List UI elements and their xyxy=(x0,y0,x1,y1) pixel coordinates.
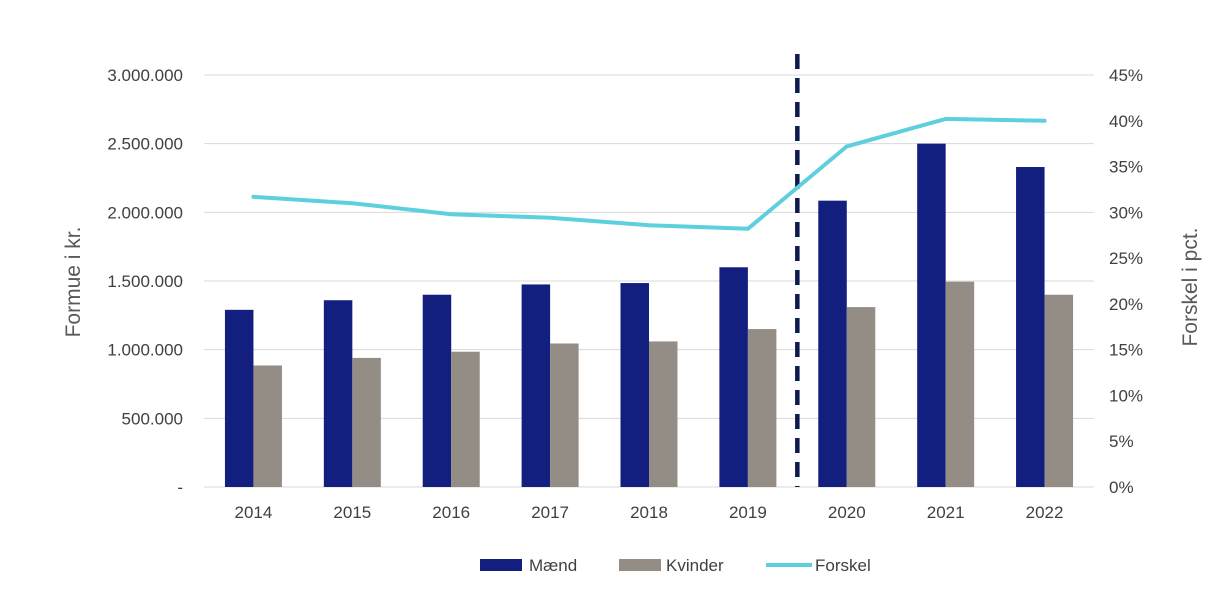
legend-swatch-maend xyxy=(480,559,522,571)
legend-swatch-kvinder xyxy=(619,559,661,571)
y2-tick-label: 5% xyxy=(1109,432,1134,451)
y-axis-title: Formue i kr. xyxy=(62,227,85,338)
legend-label-maend: Mænd xyxy=(529,556,577,575)
bar-maend xyxy=(224,309,254,487)
x-tick-label: 2019 xyxy=(729,503,767,522)
bar-kvinder xyxy=(747,329,777,487)
bar-maend xyxy=(1016,167,1045,487)
bar-kvinder xyxy=(451,351,480,487)
bar-kvinder xyxy=(945,281,975,487)
y2-tick-label: 0% xyxy=(1109,478,1134,497)
bar-kvinder xyxy=(550,343,579,487)
bar-maend xyxy=(719,267,748,487)
y2-tick-label: 10% xyxy=(1109,386,1143,405)
x-tick-label: 2016 xyxy=(432,503,470,522)
line-forskel xyxy=(251,116,1047,231)
bar-maend xyxy=(620,283,649,487)
bar-kvinder xyxy=(846,307,876,487)
x-tick-label: 2017 xyxy=(531,503,569,522)
bars xyxy=(224,143,1074,487)
y2-tick-label: 45% xyxy=(1109,66,1143,85)
left-axis-ticks: - 500.000 1.000.000 1.500.000 2.000.000 2.500… xyxy=(107,66,183,497)
y2-tick-label: 35% xyxy=(1109,158,1143,177)
y2-tick-label: 20% xyxy=(1109,295,1143,314)
x-tick-label: 2020 xyxy=(828,503,866,522)
x-axis-ticks: 2014 2015 2016 2017 2018 2019 2020 2021 2022 xyxy=(235,503,1064,522)
forskel-line xyxy=(251,116,1047,231)
bar-maend xyxy=(818,200,847,487)
y2-tick-label: 25% xyxy=(1109,249,1143,268)
y2-tick-label: 30% xyxy=(1109,203,1143,222)
y-tick-label: 1.000.000 xyxy=(107,341,183,360)
bar-maend xyxy=(521,284,551,487)
x-tick-label: 2014 xyxy=(235,503,273,522)
y2-tick-label: 15% xyxy=(1109,341,1143,360)
y-tick-label: 2.000.000 xyxy=(107,203,183,222)
y-tick-label: 3.000.000 xyxy=(107,66,183,85)
right-axis-ticks: 0% 5% 10% 15% 20% 25% 30% 35% 40% 45% xyxy=(1109,66,1143,497)
y-tick-label: - xyxy=(177,478,183,497)
x-tick-label: 2015 xyxy=(333,503,371,522)
y2-tick-label: 40% xyxy=(1109,112,1143,131)
bar-kvinder xyxy=(1044,294,1074,487)
y-tick-label: 1.500.000 xyxy=(107,272,183,291)
bar-kvinder xyxy=(253,365,282,487)
x-tick-label: 2018 xyxy=(630,503,668,522)
bar-maend xyxy=(323,300,353,487)
y-tick-label: 2.500.000 xyxy=(107,135,183,154)
bar-kvinder xyxy=(352,357,381,487)
legend: Mænd Kvinder Forskel xyxy=(480,556,871,575)
bar-maend xyxy=(422,294,452,487)
legend-label-forskel: Forskel xyxy=(815,556,871,575)
bar-maend xyxy=(917,143,946,487)
x-tick-label: 2022 xyxy=(1026,503,1064,522)
legend-label-kvinder: Kvinder xyxy=(666,556,724,575)
y2-axis-title: Forskel i pct. xyxy=(1179,227,1202,346)
x-tick-label: 2021 xyxy=(927,503,965,522)
y-tick-label: 500.000 xyxy=(122,409,183,428)
bar-kvinder xyxy=(649,341,678,487)
